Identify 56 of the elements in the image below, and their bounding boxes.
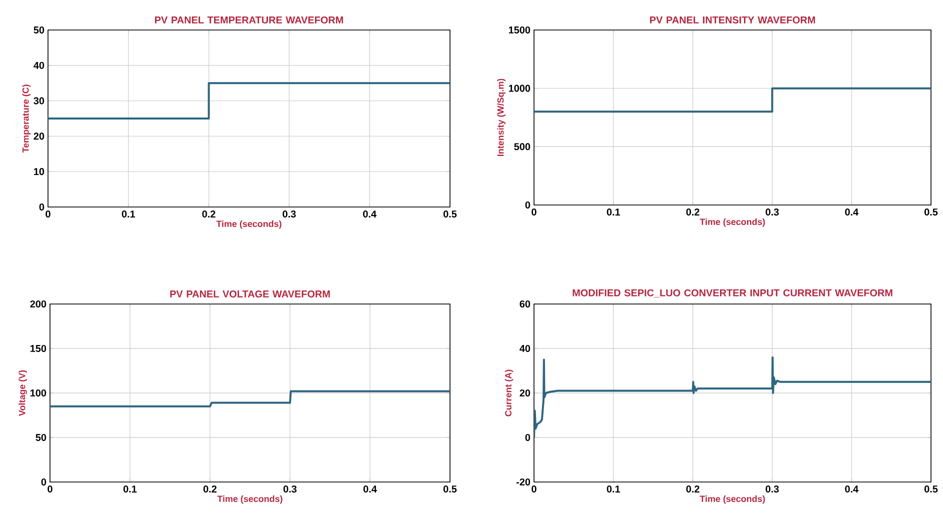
x-tick-label: 0.1 [606, 486, 620, 493]
x-axis-title: Time (seconds) [216, 220, 282, 229]
chart-title: PV PANEL TEMPERATURE WAVEFORM [155, 16, 343, 24]
x-tick-label: 0.3 [282, 210, 296, 218]
y-tick-label: 40 [34, 62, 44, 69]
x-axis-title: Time (seconds) [217, 495, 282, 504]
y-tick-label: 10 [34, 168, 44, 176]
chart-title: PV PANEL INTENSITY WAVEFORM [650, 16, 815, 24]
y-tick-label: 20 [34, 132, 44, 140]
y-tick-label: 0 [41, 478, 46, 486]
y-tick-label: 40 [520, 344, 530, 352]
line-series [534, 356, 932, 438]
x-tick-label: 0.5 [924, 486, 938, 493]
x-tick-label: 0.4 [845, 486, 858, 493]
x-tick-label: 0.5 [443, 486, 457, 493]
x-tick-label: 0.1 [123, 486, 137, 493]
y-axis-title: Current (A) [504, 370, 514, 416]
y-tick-label: -20 [516, 478, 530, 486]
y-tick-label: 500 [514, 143, 530, 150]
x-tick-label: 0.1 [606, 208, 620, 216]
x-axis-title: Time (seconds) [700, 495, 765, 504]
x-tick-label: 0.1 [122, 210, 136, 218]
y-tick-label: 20 [520, 389, 530, 397]
y-axis-title: Voltage (V) [18, 370, 28, 416]
y-tick-label: 0 [525, 201, 530, 209]
y-tick-label: 150 [30, 344, 46, 352]
x-tick-label: 0.3 [766, 486, 779, 493]
y-tick-label: 1000 [508, 84, 530, 92]
y-tick-label: 60 [520, 300, 530, 308]
x-tick-label: 0 [532, 486, 536, 493]
x-tick-label: 0.5 [924, 208, 938, 216]
y-tick-label: 1500 [508, 26, 530, 34]
y-tick-label: 0 [525, 434, 530, 442]
y-tick-label: 30 [34, 97, 44, 104]
x-tick-label: 0.4 [363, 210, 376, 218]
x-tick-label: 0.4 [845, 208, 858, 216]
x-tick-label: 0.3 [766, 208, 779, 216]
x-tick-label: 0.5 [443, 210, 457, 218]
x-tick-label: 0.3 [283, 486, 297, 493]
chart-title: MODIFIED SEPIC_LUO CONVERTER INPUT CURRENT WAVEFORM [572, 289, 892, 298]
x-tick-label: 0.4 [363, 486, 377, 493]
x-tick-label: 0.2 [203, 486, 217, 493]
x-axis-title: Time (seconds) [700, 218, 765, 227]
x-tick-label: 0.2 [686, 208, 700, 216]
y-tick-label: 200 [30, 300, 46, 308]
y-tick-label: 0 [39, 203, 44, 211]
x-tick-label: 0 [532, 208, 536, 216]
x-tick-label: 0.2 [686, 486, 700, 493]
chart-title: PV PANEL VOLTAGE WAVEFORM [170, 290, 330, 298]
y-tick-label: 100 [30, 389, 46, 397]
x-tick-label: 0 [48, 486, 52, 493]
y-tick-label: 50 [34, 26, 44, 34]
y-axis-title: Temperature (C) [22, 84, 31, 153]
y-tick-label: 50 [36, 434, 46, 442]
y-axis-title: Intensity (W/Sq.m) [497, 78, 506, 156]
x-tick-label: 0.2 [202, 210, 216, 218]
